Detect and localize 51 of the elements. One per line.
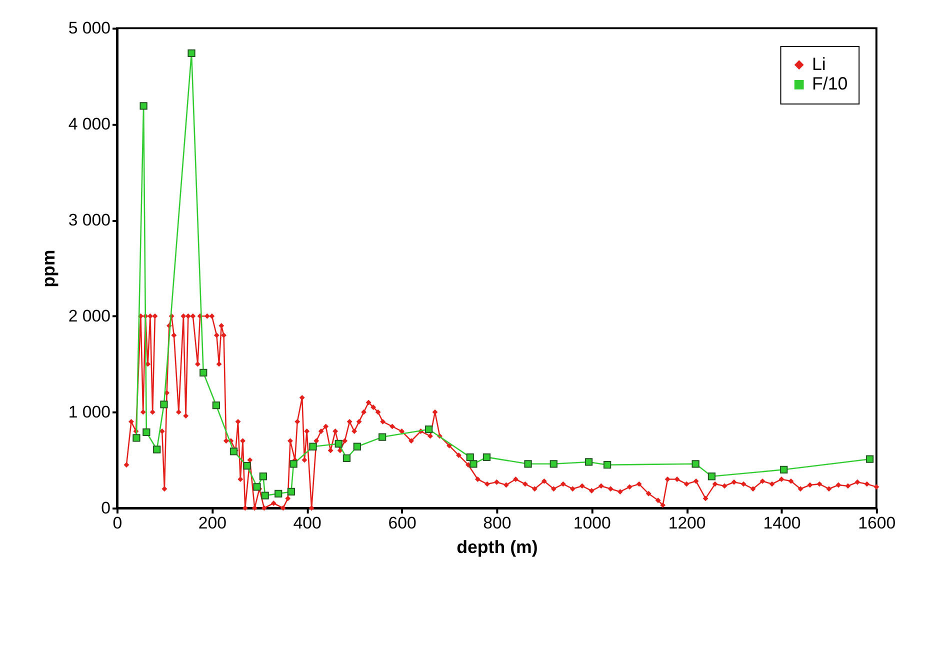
point xyxy=(708,472,716,480)
point xyxy=(243,462,251,470)
legend-label: F/10 xyxy=(812,74,848,94)
point xyxy=(153,446,161,454)
point xyxy=(230,448,238,456)
point xyxy=(261,492,269,500)
point xyxy=(866,455,874,463)
y-axis-title: ppm xyxy=(38,250,58,288)
point xyxy=(287,488,296,496)
point xyxy=(160,400,168,408)
x-tick-label: 800 xyxy=(483,513,512,532)
point xyxy=(780,466,788,474)
x-tick-label: 1400 xyxy=(763,513,801,532)
x-tick-label: 400 xyxy=(293,513,322,532)
x-tick-label: 200 xyxy=(198,513,226,532)
y-tick-label: 4 000 xyxy=(68,114,111,134)
point xyxy=(425,426,433,434)
point xyxy=(259,472,267,480)
point xyxy=(378,433,386,441)
point xyxy=(274,490,282,498)
x-tick-label: 1000 xyxy=(573,513,611,532)
point xyxy=(692,460,700,468)
point xyxy=(353,442,361,450)
point xyxy=(253,483,261,491)
x-tick-label: 600 xyxy=(388,513,416,532)
point xyxy=(140,102,148,110)
point xyxy=(290,460,298,468)
point xyxy=(188,49,196,57)
y-tick-label: 2 000 xyxy=(68,306,111,326)
point xyxy=(342,454,351,462)
x-tick-label: 1600 xyxy=(858,513,896,532)
point xyxy=(603,461,612,469)
point xyxy=(470,460,478,468)
point xyxy=(334,440,342,448)
point xyxy=(132,434,140,442)
x-axis-title: depth (m) xyxy=(456,537,538,558)
point xyxy=(550,460,558,468)
y-tick-label: 5 000 xyxy=(68,18,111,38)
y-tick-label: 3 000 xyxy=(68,210,111,230)
legend-label: Li xyxy=(812,54,826,74)
y-tick-label: 1 000 xyxy=(68,402,111,422)
y-tick-label: 0 xyxy=(101,498,111,518)
x-tick-label: 1200 xyxy=(668,513,706,532)
point xyxy=(200,368,208,377)
point xyxy=(309,442,317,450)
point xyxy=(584,458,593,466)
point xyxy=(482,453,491,461)
point xyxy=(212,402,220,410)
point xyxy=(524,460,532,468)
point xyxy=(466,453,474,461)
point xyxy=(142,428,150,436)
